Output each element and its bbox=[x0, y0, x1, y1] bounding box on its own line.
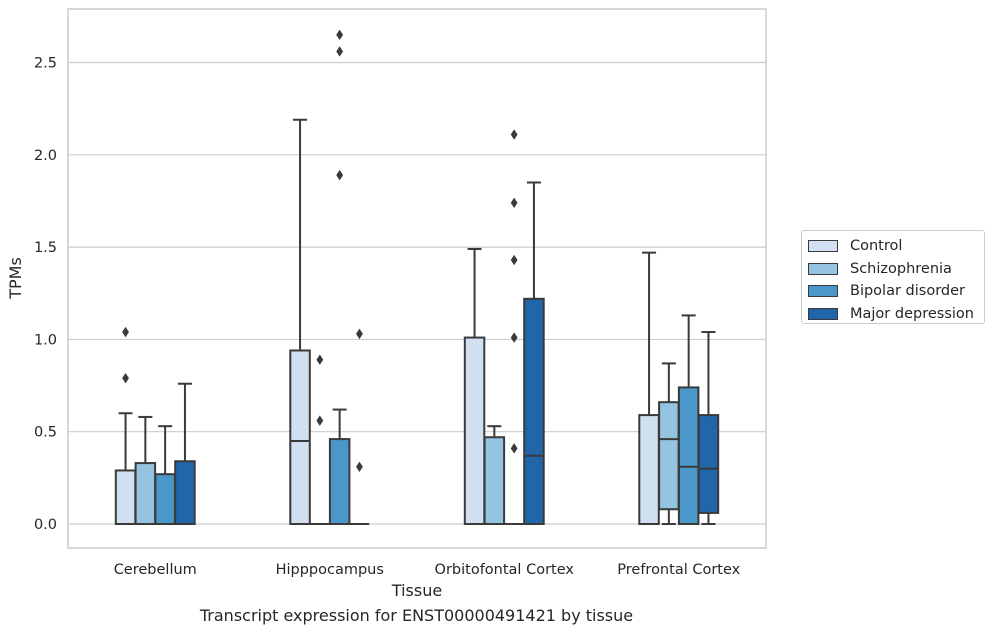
x-tick-label: Prefrontal Cortex bbox=[617, 562, 740, 578]
x-axis-label: Tissue bbox=[391, 581, 442, 600]
box bbox=[154, 425, 176, 526]
box bbox=[483, 425, 506, 526]
legend-swatch bbox=[808, 240, 838, 253]
outlier-point bbox=[356, 461, 363, 472]
outlier-point bbox=[510, 332, 518, 343]
chart-caption: Transcript expression for ENST0000049142… bbox=[199, 606, 634, 625]
legend-label: Bipolar disorder bbox=[850, 283, 965, 300]
legend-item: Schizophrenia bbox=[808, 258, 978, 281]
legend-swatch bbox=[808, 262, 838, 275]
box-body bbox=[638, 414, 660, 526]
legend-item: Bipolar disorder bbox=[808, 280, 978, 303]
box-body bbox=[114, 469, 137, 526]
series-schizophrenia bbox=[134, 354, 680, 526]
legend-label: Major depression bbox=[850, 305, 974, 322]
outlier-point bbox=[122, 326, 129, 338]
outlier-point bbox=[356, 328, 363, 340]
x-tick-label: Hipppocampus bbox=[276, 562, 384, 578]
box-body bbox=[134, 462, 157, 526]
box bbox=[638, 251, 660, 526]
y-tick-label: 2.5 bbox=[34, 56, 57, 72]
outlier-point bbox=[316, 354, 324, 365]
outlier-point bbox=[336, 46, 344, 57]
box-body bbox=[483, 436, 506, 526]
legend-label: Schizophrenia bbox=[850, 260, 952, 277]
box bbox=[174, 382, 196, 526]
legend-swatch bbox=[808, 307, 838, 320]
box-body bbox=[697, 414, 720, 514]
outlier-point bbox=[510, 129, 518, 140]
box bbox=[134, 415, 157, 526]
y-tick-label: 0.0 bbox=[34, 517, 57, 533]
box-body bbox=[463, 336, 486, 526]
y-tick-label: 1.0 bbox=[34, 332, 57, 348]
box bbox=[310, 354, 330, 526]
series-bipolar-disorder bbox=[154, 29, 700, 526]
series-control bbox=[114, 118, 660, 526]
box bbox=[658, 362, 680, 526]
box-body bbox=[658, 401, 680, 511]
legend-item: Control bbox=[808, 235, 978, 258]
y-tick-labels: 0.0 0.5 1.0 1.5 2.0 2.5 bbox=[34, 56, 57, 533]
legend-label: Control bbox=[850, 238, 903, 255]
y-tick-label: 1.5 bbox=[34, 240, 57, 256]
box bbox=[328, 29, 351, 526]
plot-frame bbox=[67, 8, 767, 549]
box-body bbox=[154, 473, 176, 526]
box bbox=[114, 326, 137, 526]
box-body bbox=[328, 438, 351, 526]
box bbox=[289, 118, 311, 526]
y-tick-label: 2.0 bbox=[34, 148, 57, 164]
outlier-point bbox=[122, 372, 129, 384]
box-body bbox=[677, 386, 700, 526]
legend: Control Schizophrenia Bipolar disorder Majo… bbox=[801, 230, 985, 324]
box bbox=[504, 129, 524, 526]
outlier-point bbox=[510, 254, 518, 266]
outlier-point bbox=[510, 443, 518, 454]
box-body bbox=[289, 349, 311, 526]
outlier-point bbox=[316, 415, 324, 426]
box-body bbox=[523, 297, 545, 526]
legend-item: Major depression bbox=[808, 303, 978, 326]
box bbox=[463, 247, 486, 526]
box-body bbox=[174, 460, 196, 526]
outlier-point bbox=[510, 197, 518, 209]
outlier-point bbox=[336, 169, 344, 181]
legend-swatch bbox=[808, 285, 838, 298]
x-tick-label: Cerebellum bbox=[114, 562, 197, 578]
box bbox=[697, 331, 720, 526]
box-series bbox=[114, 29, 720, 526]
box bbox=[677, 314, 700, 526]
outlier-point bbox=[336, 29, 344, 41]
x-tick-labels: Cerebellum Hipppocampus Orbitofontal Corte… bbox=[114, 562, 741, 578]
y-tick-label: 0.5 bbox=[34, 425, 57, 441]
box bbox=[523, 181, 545, 526]
x-tick-label: Orbitofontal Cortex bbox=[435, 562, 575, 578]
box bbox=[349, 328, 370, 526]
y-axis-label: TPMs bbox=[6, 257, 25, 300]
series-major-depression bbox=[174, 181, 720, 526]
